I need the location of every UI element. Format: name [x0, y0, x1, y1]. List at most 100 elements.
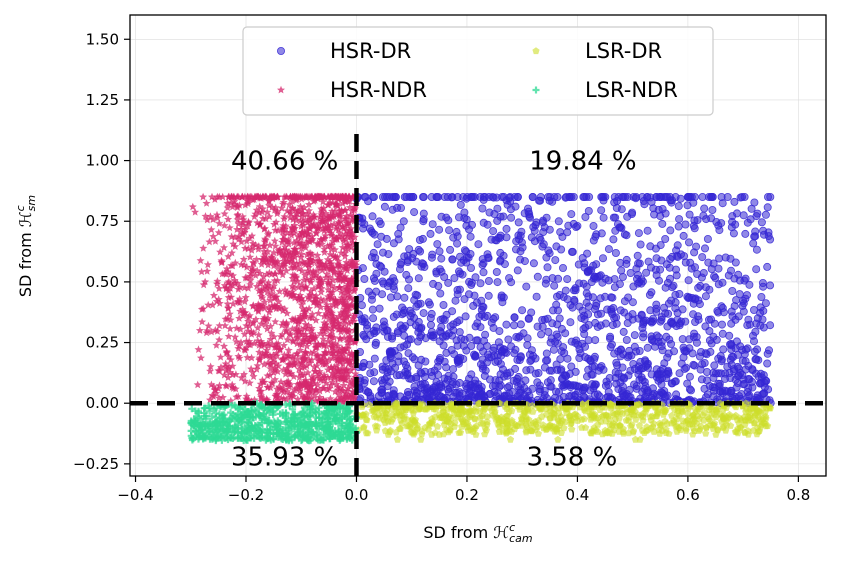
- hsr-dr-point: [685, 238, 694, 247]
- hsr-dr-point: [647, 263, 656, 272]
- hsr-ndr-point: [301, 348, 310, 356]
- hsr-ndr-point: [262, 396, 271, 404]
- hsr-dr-point: [455, 328, 464, 337]
- hsr-dr-point: [559, 263, 568, 272]
- hsr-ndr-point: [210, 195, 219, 203]
- hsr-dr-point: [406, 335, 415, 344]
- hsr-dr-point: [439, 314, 448, 323]
- hsr-dr-point: [651, 244, 660, 253]
- hsr-ndr-point: [266, 364, 275, 373]
- hsr-ndr-point: [221, 321, 229, 330]
- hsr-ndr-point: [291, 248, 300, 256]
- hsr-ndr-point: [252, 365, 261, 373]
- lsr-dr-point: [631, 435, 640, 443]
- lsr-dr-point: [393, 435, 402, 443]
- hsr-dr-point: [453, 285, 462, 294]
- reference-lines: [130, 131, 826, 476]
- hsr-ndr-point: [300, 270, 309, 279]
- hsr-dr-point: [489, 227, 498, 236]
- hsr-ndr-point: [313, 239, 322, 247]
- hsr-dr-point: [372, 259, 381, 268]
- hsr-ndr-point: [292, 326, 301, 335]
- hsr-dr-point: [527, 355, 536, 364]
- lsr-ndr-point: [332, 417, 340, 425]
- hsr-dr-point: [357, 315, 366, 324]
- hsr-dr-point: [506, 205, 515, 214]
- hsr-dr-point: [584, 206, 593, 215]
- hsr-ndr-point: [253, 361, 262, 370]
- lsr-ndr-point: [324, 422, 332, 430]
- hsr-ndr-point: [273, 389, 282, 398]
- hsr-dr-point: [384, 365, 393, 374]
- hsr-dr-point: [715, 387, 724, 396]
- hsr-dr-point: [516, 247, 525, 256]
- lsr-dr-point: [751, 419, 759, 426]
- hsr-ndr-point: [297, 222, 306, 230]
- hsr-dr-point: [518, 306, 527, 315]
- hsr-ndr-point: [256, 387, 264, 395]
- hsr-dr-point: [404, 284, 413, 293]
- lsr-dr-point: [702, 429, 710, 437]
- lsr-dr-point: [467, 411, 476, 419]
- hsr-dr-point: [483, 220, 492, 229]
- hsr-dr-point: [643, 192, 652, 201]
- hsr-dr-point: [434, 192, 443, 201]
- hsr-ndr-point: [197, 353, 205, 362]
- hsr-dr-point: [372, 269, 381, 278]
- hsr-dr-point: [628, 208, 637, 217]
- hsr-ndr-point: [334, 257, 343, 265]
- x-tick-label: 0.2: [455, 486, 479, 504]
- series-hsr-ndr: [188, 192, 361, 407]
- hsr-ndr-point: [228, 192, 236, 201]
- hsr-dr-point: [447, 193, 456, 202]
- x-tick-label: −0.2: [228, 486, 264, 504]
- hsr-ndr-point: [312, 291, 321, 300]
- hsr-dr-point: [648, 391, 657, 400]
- hsr-ndr-point: [324, 285, 333, 294]
- hsr-ndr-point: [202, 199, 211, 207]
- hsr-ndr-point: [301, 192, 309, 201]
- hsr-ndr-point: [321, 234, 329, 242]
- hsr-ndr-point: [339, 234, 348, 243]
- hsr-dr-point: [685, 385, 694, 394]
- hsr-ndr-point: [341, 230, 350, 238]
- hsr-dr-point: [731, 258, 740, 267]
- hsr-dr-point: [544, 327, 553, 336]
- hsr-dr-point: [528, 192, 537, 201]
- lsr-ndr-point: [231, 401, 239, 409]
- hsr-dr-point: [685, 372, 694, 381]
- hsr-dr-point: [476, 279, 485, 288]
- hsr-dr-point: [507, 213, 516, 222]
- hsr-ndr-point: [298, 212, 307, 221]
- hsr-ndr-point: [237, 237, 246, 246]
- hsr-ndr-point: [304, 269, 313, 277]
- hsr-ndr-point: [340, 320, 349, 328]
- hsr-ndr-point: [260, 237, 269, 246]
- hsr-ndr-point: [295, 373, 304, 381]
- hsr-ndr-point: [309, 197, 318, 205]
- hsr-dr-point: [610, 275, 619, 284]
- hsr-ndr-point: [256, 269, 264, 277]
- hsr-ndr-point: [331, 192, 340, 201]
- hsr-dr-point: [664, 349, 673, 358]
- lsr-dr-point: [695, 415, 703, 422]
- hsr-ndr-point: [305, 359, 314, 367]
- hsr-dr-point: [429, 333, 438, 342]
- hsr-ndr-point: [315, 369, 324, 378]
- hsr-ndr-point: [284, 360, 293, 369]
- hsr-ndr-point: [240, 297, 249, 305]
- hsr-dr-point: [683, 192, 692, 201]
- hsr-ndr-point: [238, 212, 247, 221]
- hsr-dr-point: [367, 295, 376, 304]
- hsr-ndr-point: [216, 247, 225, 256]
- x-tick-label: 0.0: [345, 486, 369, 504]
- hsr-ndr-point: [303, 250, 312, 259]
- hsr-ndr-point: [215, 299, 224, 307]
- hsr-dr-point: [389, 312, 398, 321]
- hsr-dr-point: [438, 332, 447, 341]
- hsr-dr-point: [717, 219, 726, 228]
- hsr-ndr-point: [305, 355, 314, 364]
- hsr-ndr-point: [234, 219, 243, 228]
- lsr-ndr-point: [192, 423, 200, 431]
